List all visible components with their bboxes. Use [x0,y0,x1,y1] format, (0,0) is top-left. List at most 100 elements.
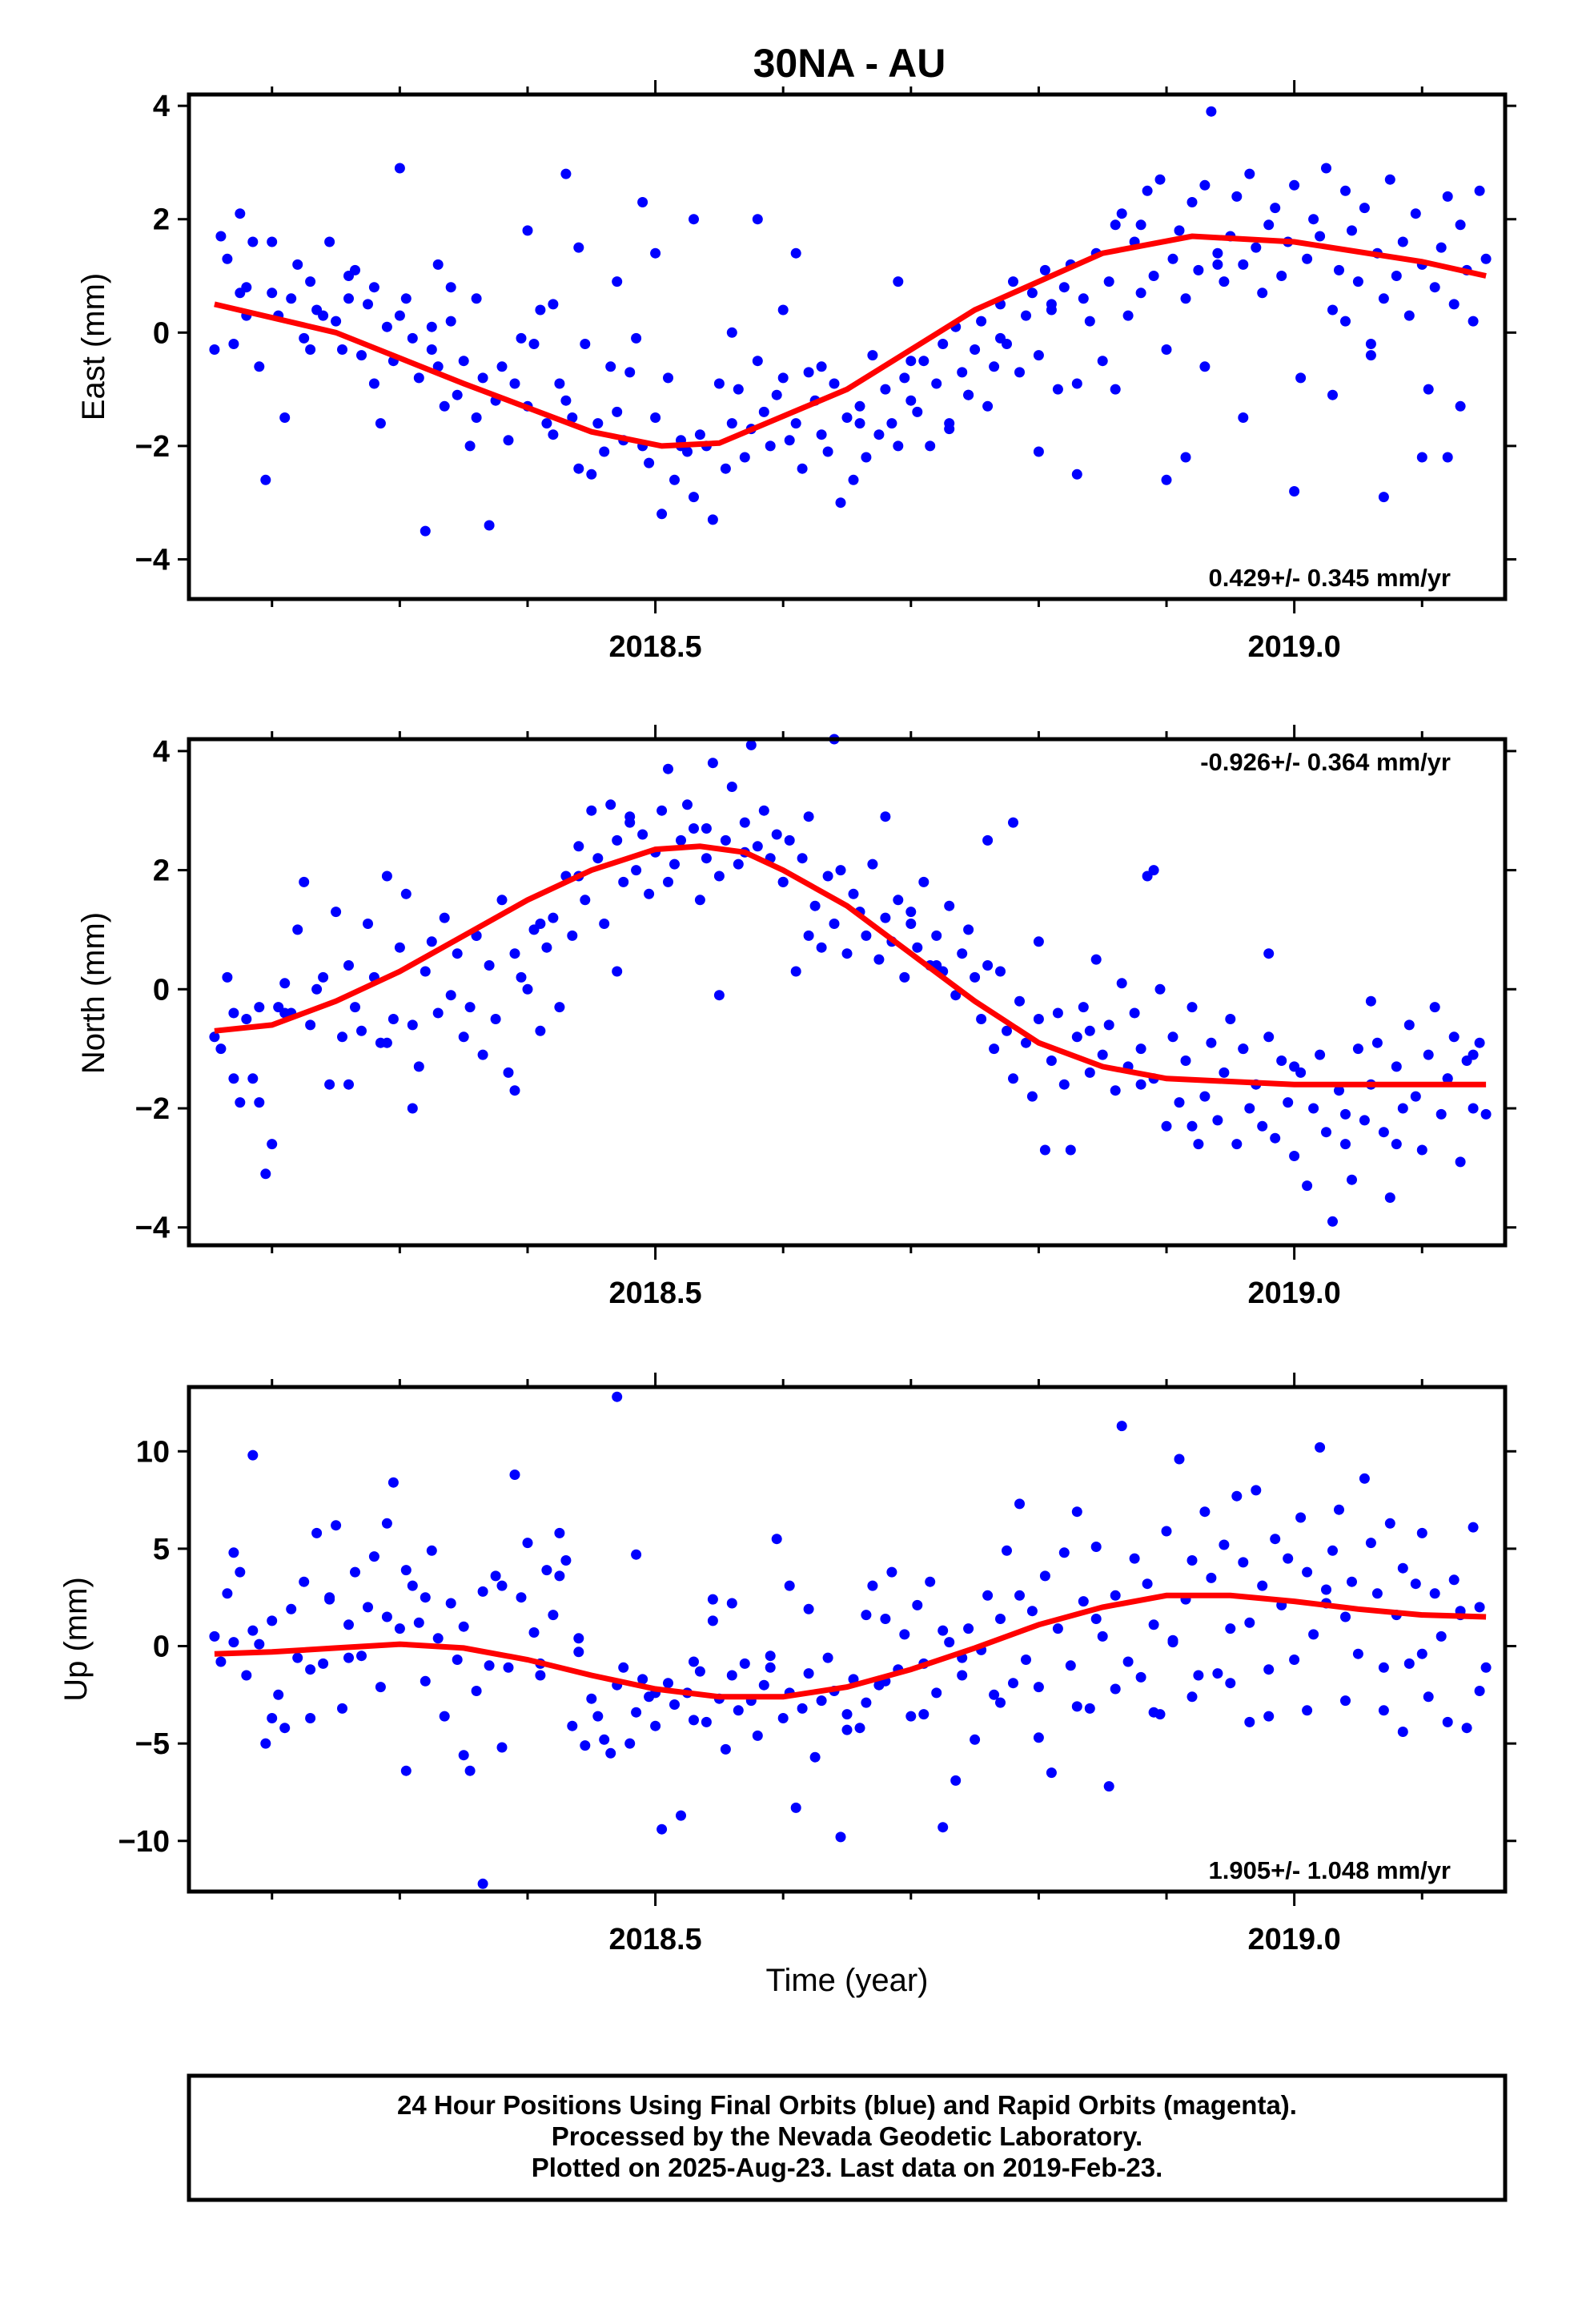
north-data-point [439,912,450,923]
up-data-point [439,1711,450,1722]
north-data-point [1148,865,1159,876]
east-data-point [803,367,814,378]
up-data-point [1206,1572,1217,1583]
up-data-point [1448,1574,1460,1586]
east-data-point [689,214,699,225]
x-axis-label: Time (year) [766,1963,929,1998]
up-data-point [273,1689,284,1700]
east-data-point [1206,106,1217,117]
up-data-point [1378,1705,1389,1716]
north-data-point [1084,1025,1095,1036]
east-y-tick-label: 0 [153,316,170,350]
up-y-tick-label: 5 [153,1533,170,1566]
east-data-point [267,236,278,247]
up-data-point [1135,1671,1146,1683]
east-data-point [944,424,955,435]
north-data-point [318,971,329,983]
north-data-point [739,817,750,828]
east-data-point [1033,446,1044,457]
up-data-point [267,1615,278,1626]
up-data-point [413,1617,424,1628]
north-data-point [1429,1002,1440,1013]
east-data-point [215,231,227,242]
east-frame [187,92,1508,601]
up-data-point [1397,1562,1408,1574]
north-data-point [452,948,463,959]
up-data-point [1110,1590,1121,1601]
east-data-point [1199,179,1211,191]
north-data-point [816,942,827,953]
north-data-point [228,1073,239,1084]
north-data-point [976,1014,987,1024]
north-data-point [1455,1156,1466,1168]
east-data-point [1199,361,1211,372]
up-data-point [1410,1578,1421,1590]
east-data-point [400,293,412,304]
up-data-point [656,1823,668,1835]
east-data-point [573,242,584,253]
north-data-point [573,841,584,852]
north-data-point [957,948,968,959]
up-data-point [605,1747,616,1759]
east-data-point [1321,163,1331,174]
up-data-point [676,1810,686,1821]
north-data-point [1257,1120,1268,1132]
north-data-point [963,924,974,935]
north-data-point [637,829,648,840]
footer-line-1: 24 Hour Positions Using Final Orbits (bl… [397,2090,1297,2120]
east-data-point [1365,350,1376,361]
north-data-point [541,942,552,953]
east-data-point [343,271,354,281]
north-data-point [535,919,546,929]
north-data-point [612,966,623,977]
up-data-point [1065,1660,1076,1671]
east-data-point [816,429,827,440]
east-data-point [509,378,520,389]
east-data-point [893,276,904,287]
east-data-point [548,299,559,310]
north-data-point [254,1002,265,1013]
east-data-point [1116,208,1127,219]
up-data-point [1161,1526,1172,1537]
up-data-point [1251,1485,1262,1496]
east-data-point [432,361,444,372]
north-data-point [1058,1079,1070,1090]
north-y-tick-labels: −4 −2 0 2 4 [135,735,170,1245]
north-data-point [663,763,673,774]
north-data-point [1365,995,1376,1007]
north-data-point [982,834,994,846]
north-data-point [1263,1031,1275,1043]
east-data-point [970,344,981,355]
up-data-point [1263,1711,1275,1722]
up-data-point [1231,1490,1243,1502]
east-data-point [784,435,795,446]
up-y-tick-label: −5 [135,1727,170,1761]
up-data-point [426,1545,437,1556]
up-y-tick-labels: −10 −5 0 5 10 [118,1435,170,1858]
north-data-point [490,1014,501,1024]
up-data-point [484,1660,495,1671]
up-data-point [854,1723,865,1734]
east-ticks [178,80,1516,613]
east-data-point [394,163,405,174]
up-data-point [394,1623,405,1634]
east-data-point [496,361,508,372]
north-data-point [899,971,910,983]
up-data-point [343,1652,354,1663]
north-data-point [1468,1049,1479,1060]
up-data-point [963,1623,974,1634]
east-data-point [663,372,673,384]
east-data-point [720,463,731,474]
north-y-tick-label: 4 [153,735,170,769]
east-data-point [580,339,591,349]
east-data-point [286,293,297,304]
east-data-point [548,429,559,440]
east-data-point [726,418,737,429]
north-data-point [1391,1061,1402,1072]
up-data-point [707,1594,718,1605]
north-data-point [356,1025,367,1036]
north-data-point [387,1014,399,1024]
up-data-point [299,1576,310,1587]
up-data-point [1033,1682,1044,1693]
east-data-point [689,492,699,503]
